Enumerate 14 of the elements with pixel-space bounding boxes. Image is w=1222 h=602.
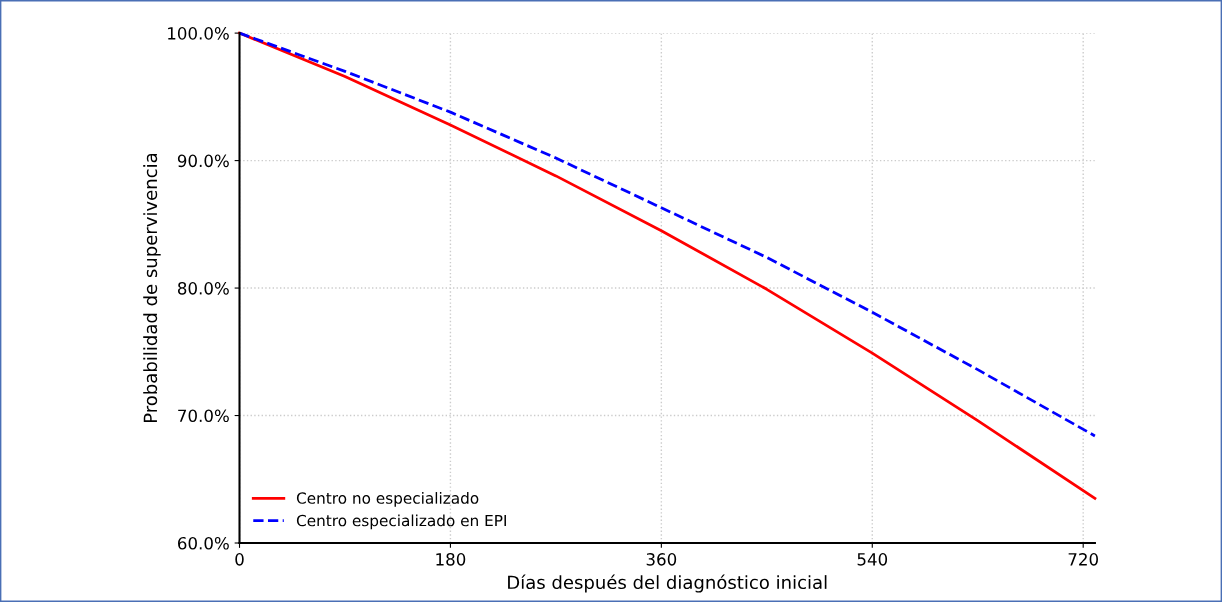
- y-tick-label: 70.0%: [178, 409, 229, 423]
- y-tick-label: 80.0%: [177, 282, 229, 295]
- x-tick-label: 720: [1068, 553, 1098, 566]
- y-tick-label: 60.0%: [178, 536, 229, 550]
- y-tick-label: 90.0%: [177, 154, 229, 168]
- y-axis-title: Probabilidad de supervivencia: [143, 153, 161, 423]
- x-tick-label: 180: [436, 553, 466, 566]
- y-tick-label: 100.0%: [168, 27, 229, 40]
- legend-label: Centro no especializado: [296, 492, 479, 507]
- x-axis-title: Días después del diagnóstico inicial: [508, 574, 827, 593]
- x-tick-label: 0: [235, 553, 244, 566]
- x-tick-label: 360: [646, 553, 677, 566]
- x-tick-label: 540: [857, 553, 888, 566]
- legend-label: Centro especializado en EPI: [296, 514, 506, 530]
